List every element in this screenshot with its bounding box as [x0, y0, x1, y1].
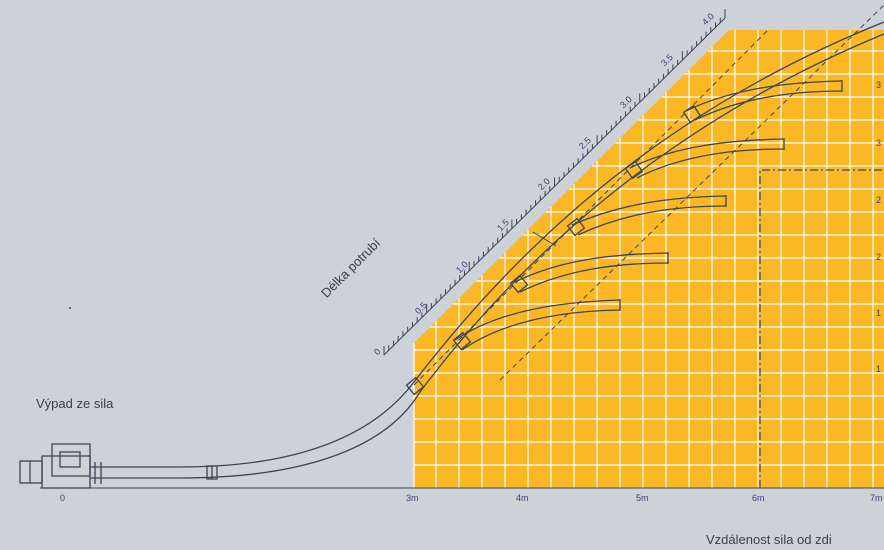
- x-tick-4m: 4m: [516, 493, 529, 503]
- pipe-couplings: [206, 104, 702, 480]
- stray-dot: [69, 307, 71, 309]
- right-tick-4: 1: [876, 308, 882, 318]
- x-tick-5m: 5m: [636, 493, 649, 503]
- right-tick-5: 1: [876, 364, 882, 374]
- scale-pointer: [532, 231, 557, 247]
- x-tick-3m: 3m: [406, 493, 419, 503]
- pipe-end-caps: [619, 80, 843, 311]
- x-tick-6m: 6m: [752, 493, 765, 503]
- right-tick-1: 3: [876, 138, 882, 148]
- silo-outlet-machine: [19, 443, 102, 489]
- x-tick-7m: 7m: [870, 493, 883, 503]
- right-tick-2: 2: [876, 195, 882, 205]
- grid-lines: [413, 30, 884, 488]
- silo-outlet-label: Výpad ze sila: [36, 396, 114, 411]
- branch-pipes: [454, 80, 843, 351]
- x-tick-0: 0: [60, 493, 66, 503]
- length-scale-ticks: [383, 9, 726, 356]
- right-tick-0: 3: [876, 80, 882, 90]
- distance-label: Vzdálenost sila od zdi: [706, 532, 832, 547]
- right-tick-3: 2: [876, 252, 882, 262]
- dash-dot-marker: [759, 169, 884, 488]
- main-pipe: [90, 21, 884, 479]
